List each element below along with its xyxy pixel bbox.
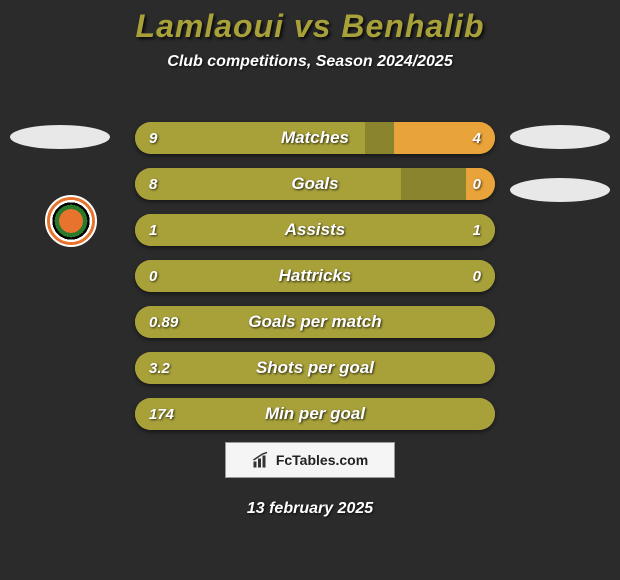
stat-bar: Assists1 1 xyxy=(135,214,495,246)
stat-bar: Min per goal174 xyxy=(135,398,495,430)
bar-value-left: 3.2 xyxy=(149,352,170,384)
bar-label: Shots per goal xyxy=(135,352,495,384)
date-label: 13 february 2025 xyxy=(0,500,620,518)
stat-bar: Goals per match0.89 xyxy=(135,306,495,338)
bar-label: Hattricks xyxy=(135,260,495,292)
bar-value-left: 0.89 xyxy=(149,306,178,338)
chart-icon xyxy=(252,451,270,469)
bar-value-left: 174 xyxy=(149,398,174,430)
bar-value-right: 4 xyxy=(473,122,481,154)
bar-value-right: 0 xyxy=(473,168,481,200)
player-right-placeholder-2 xyxy=(510,178,610,202)
watermark-text: FcTables.com xyxy=(276,452,368,468)
bar-label: Goals per match xyxy=(135,306,495,338)
comparison-bars: Matches94Goals80Assists11Hattricks00Goal… xyxy=(135,122,495,444)
stat-bar: Hattricks0 0 xyxy=(135,260,495,292)
player-right-placeholder-1 xyxy=(510,125,610,149)
stat-bar: Matches9 4 xyxy=(135,122,495,154)
bar-label: Min per goal xyxy=(135,398,495,430)
bar-label: Goals xyxy=(135,168,495,200)
subtitle: Club competitions, Season 2024/2025 xyxy=(0,53,620,71)
bar-value-left: 1 xyxy=(149,214,157,246)
page-title: Lamlaoui vs Benhalib xyxy=(0,0,620,45)
stat-bar: Goals8 0 xyxy=(135,168,495,200)
player-left-placeholder xyxy=(10,125,110,149)
bar-value-left: 0 xyxy=(149,260,157,292)
bar-value-left: 8 xyxy=(149,168,157,200)
bar-label: Matches xyxy=(135,122,495,154)
stat-bar: Shots per goal3.2 xyxy=(135,352,495,384)
bar-value-right: 1 xyxy=(473,214,481,246)
club-logo-left xyxy=(45,195,97,247)
bar-value-left: 9 xyxy=(149,122,157,154)
bar-value-right: 0 xyxy=(473,260,481,292)
watermark: FcTables.com xyxy=(225,442,395,478)
bar-label: Assists xyxy=(135,214,495,246)
